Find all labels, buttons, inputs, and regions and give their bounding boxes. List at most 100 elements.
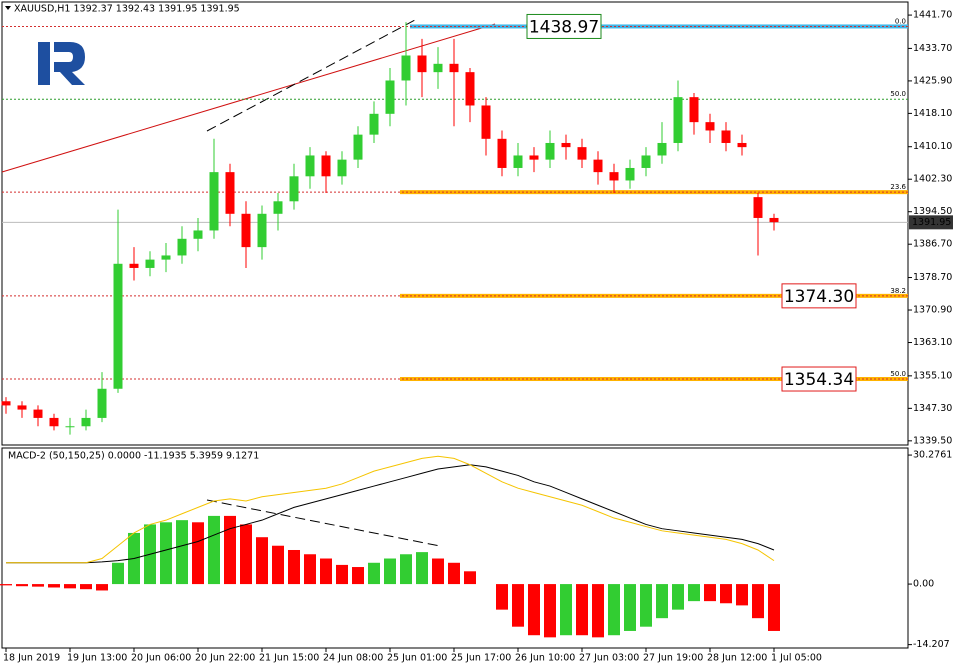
candle-body [529,155,539,160]
histogram-bar [528,584,540,636]
x-tick-label: 25 Jun 17:00 [451,653,511,664]
candle-body [481,105,491,139]
candle-body [17,405,27,410]
histogram-bar [384,558,396,585]
histogram-bar [160,522,172,585]
histogram-bar [608,584,620,636]
candle-body [241,213,251,248]
histogram-bar [688,584,700,602]
histogram-bar [752,584,764,619]
candle-body [289,176,299,202]
histogram-bar [304,554,316,585]
candle-body [465,72,475,106]
candle-body [49,417,59,427]
trend-line-dashed [206,19,416,132]
histogram-bar [544,584,556,638]
candle-body [641,155,651,168]
last-price-label: 1391.95 [912,217,951,228]
y-tick-label: 1339.50 [913,435,952,446]
candle-body [673,97,683,143]
y-tick-label: 1433.70 [913,43,952,54]
histogram-bar [432,558,444,585]
histogram-bar [624,584,636,631]
candle-body [129,263,139,268]
x-tick-label: 1 Jul 05:00 [771,653,822,664]
candle-body [113,263,123,389]
candle-body [417,55,427,73]
x-tick-label: 19 Jun 13:00 [67,653,127,664]
price-box-label: 1354.34 [784,370,854,390]
histogram-bar [352,567,364,585]
candle-body [225,172,235,214]
candle-body [305,155,315,177]
level-label: 0.0 [895,17,906,25]
candle-body [209,172,219,231]
y-tick-label: 1370.90 [913,305,952,316]
price-box: 1354.34 [781,366,857,392]
y-tick-label: 1402.30 [913,174,952,185]
histogram-bar [656,584,668,619]
histogram-bar [288,549,300,585]
histogram-bar [48,584,60,588]
histogram-bar [464,571,476,585]
candle-body [81,417,91,427]
x-tick-label: 25 Jun 01:00 [387,653,447,664]
candle-body [385,80,395,114]
candle-body [689,97,699,123]
candle-body [737,142,747,148]
candle-body [753,197,763,218]
histogram-bar [320,558,332,585]
histogram-bar [192,522,204,585]
trend-line [1,23,496,173]
y-tick-label: 0.00 [913,579,934,590]
level-label: 23.6 [890,183,906,191]
level-label: 38.2 [890,287,906,295]
y-tick-label: 1363.10 [913,337,952,348]
candle-body [321,155,331,177]
candle-body [353,134,363,160]
histogram-bar [112,562,124,585]
main-panel [1,1,909,446]
histogram-bar [0,584,12,586]
histogram-bar [336,564,348,585]
candle-body [369,113,379,135]
histogram-bar [592,584,604,638]
y-tick-label: 1394.50 [913,206,952,217]
histogram-bar [496,584,508,610]
histogram-bar [720,584,732,604]
price-box-frame [781,283,857,309]
x-tick-label: 20 Jun 06:00 [131,653,191,664]
price-box-frame [781,366,857,392]
candle-body [145,259,155,268]
histogram-bar [224,515,236,585]
y-tick-label: 1441.70 [913,10,952,21]
histogram-bar [176,520,188,585]
histogram-bar [576,584,588,636]
histogram-bar [32,584,44,587]
candle-body [513,155,523,168]
price-box-label: 1374.30 [784,287,854,307]
histogram-bar [64,584,76,589]
candle-body [257,213,267,248]
histogram-bar [16,584,28,587]
price-box: 1374.30 [781,283,857,309]
candle-body [33,409,43,418]
histogram-bar [96,584,108,591]
level-label: 50.0 [890,90,906,98]
histogram-bar [416,552,428,585]
x-tick-label: 28 Jun 12:00 [707,653,767,664]
histogram-bar [368,562,380,585]
candle-body [705,122,715,131]
candle-body [161,255,171,260]
candle-body [337,159,347,177]
last-price-box [909,215,953,230]
candle-body [577,147,587,160]
histogram-bar [640,584,652,627]
histogram-bar [400,554,412,585]
candle-body [177,238,187,256]
macd-title: MACD-2 (50,150,25) 0.0000 -11.1935 5.395… [8,451,259,462]
price-box-frame [526,13,602,39]
y-tick-label: 1347.30 [913,403,952,414]
histogram-bar [768,584,780,631]
histogram-bar [80,584,92,590]
